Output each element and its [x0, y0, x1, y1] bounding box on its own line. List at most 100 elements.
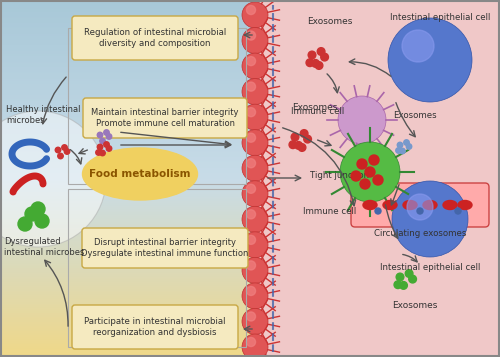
Circle shape — [62, 145, 67, 150]
Circle shape — [304, 135, 312, 143]
Text: Regulation of intestinal microbial
diversity and composition: Regulation of intestinal microbial diver… — [84, 28, 226, 48]
Circle shape — [369, 155, 379, 165]
Circle shape — [246, 210, 256, 219]
Text: Immune cell: Immune cell — [304, 207, 356, 216]
Circle shape — [246, 312, 256, 321]
Circle shape — [242, 206, 268, 232]
Circle shape — [35, 214, 49, 228]
Circle shape — [242, 257, 268, 283]
Circle shape — [242, 27, 268, 54]
Circle shape — [360, 179, 370, 189]
FancyBboxPatch shape — [72, 305, 238, 349]
Circle shape — [242, 130, 268, 156]
Circle shape — [242, 104, 268, 130]
Circle shape — [242, 232, 268, 258]
Circle shape — [242, 334, 268, 357]
Text: Intestinal epithelial cell: Intestinal epithelial cell — [380, 262, 480, 272]
Circle shape — [404, 140, 409, 145]
Circle shape — [96, 150, 101, 155]
Ellipse shape — [403, 201, 417, 210]
Circle shape — [106, 134, 112, 139]
Circle shape — [242, 79, 268, 105]
Circle shape — [100, 138, 105, 144]
Circle shape — [375, 208, 381, 214]
Circle shape — [298, 144, 306, 151]
Circle shape — [396, 273, 404, 281]
Circle shape — [242, 155, 268, 181]
Text: Immune cell: Immune cell — [292, 107, 344, 116]
Circle shape — [294, 141, 302, 149]
Circle shape — [417, 208, 423, 214]
Circle shape — [246, 159, 256, 168]
Circle shape — [312, 60, 320, 67]
Circle shape — [246, 56, 256, 66]
Text: Healthy intestinal
microbes: Healthy intestinal microbes — [6, 105, 80, 125]
Circle shape — [357, 159, 367, 169]
Text: Exosomes: Exosomes — [392, 301, 438, 310]
Circle shape — [388, 18, 472, 102]
Circle shape — [97, 144, 103, 150]
Text: Exosomes: Exosomes — [393, 111, 437, 120]
Circle shape — [373, 175, 383, 185]
FancyBboxPatch shape — [351, 183, 489, 227]
Circle shape — [246, 82, 256, 91]
Circle shape — [291, 133, 299, 141]
Circle shape — [246, 184, 256, 193]
Circle shape — [58, 153, 63, 159]
Text: Exosomes: Exosomes — [308, 17, 352, 26]
Text: Circulating exosomes: Circulating exosomes — [374, 228, 466, 237]
Text: Maintain intestinal barrier integrity
Promote immune cell maturation: Maintain intestinal barrier integrity Pr… — [91, 108, 239, 128]
Circle shape — [18, 217, 32, 231]
Circle shape — [242, 2, 268, 28]
Circle shape — [100, 150, 105, 156]
Circle shape — [455, 208, 461, 214]
Circle shape — [315, 62, 323, 69]
Circle shape — [300, 130, 308, 137]
FancyBboxPatch shape — [82, 228, 248, 268]
Circle shape — [365, 167, 375, 177]
Circle shape — [242, 283, 268, 309]
Ellipse shape — [383, 201, 397, 210]
Circle shape — [318, 47, 325, 55]
Circle shape — [340, 142, 400, 202]
Ellipse shape — [458, 201, 472, 210]
Circle shape — [242, 181, 268, 207]
Text: Dysregulated
intestinal microbes: Dysregulated intestinal microbes — [4, 237, 84, 257]
Text: Food metabolism: Food metabolism — [89, 169, 191, 179]
Circle shape — [246, 261, 256, 270]
Circle shape — [306, 59, 314, 66]
Circle shape — [407, 194, 433, 220]
Circle shape — [321, 53, 328, 61]
Ellipse shape — [443, 201, 457, 210]
Circle shape — [402, 30, 434, 62]
Circle shape — [25, 207, 39, 221]
Text: Exosomes: Exosomes — [292, 102, 338, 111]
Circle shape — [406, 144, 412, 149]
Circle shape — [246, 286, 256, 296]
Circle shape — [351, 171, 361, 181]
Ellipse shape — [423, 201, 437, 210]
Circle shape — [246, 133, 256, 142]
Circle shape — [397, 142, 403, 148]
Circle shape — [246, 5, 256, 15]
Circle shape — [31, 202, 45, 216]
Ellipse shape — [363, 201, 377, 210]
Circle shape — [242, 308, 268, 335]
Text: Tight junction: Tight junction — [310, 171, 369, 180]
Circle shape — [242, 53, 268, 79]
Circle shape — [338, 96, 386, 144]
Circle shape — [97, 132, 103, 138]
Circle shape — [246, 107, 256, 117]
Circle shape — [392, 181, 468, 257]
Circle shape — [405, 270, 413, 277]
Circle shape — [55, 147, 61, 153]
Circle shape — [0, 111, 106, 247]
Text: Disrupt intestinal barrier integrity
Dysregulate intestinal immune function: Disrupt intestinal barrier integrity Dys… — [82, 238, 248, 258]
FancyBboxPatch shape — [83, 98, 247, 138]
Text: Participate in intestinal microbial
reorganization and dysbiosis: Participate in intestinal microbial reor… — [84, 317, 226, 337]
Circle shape — [64, 149, 70, 154]
Circle shape — [396, 148, 401, 153]
Ellipse shape — [82, 148, 198, 200]
Circle shape — [400, 282, 407, 289]
Circle shape — [409, 275, 416, 283]
